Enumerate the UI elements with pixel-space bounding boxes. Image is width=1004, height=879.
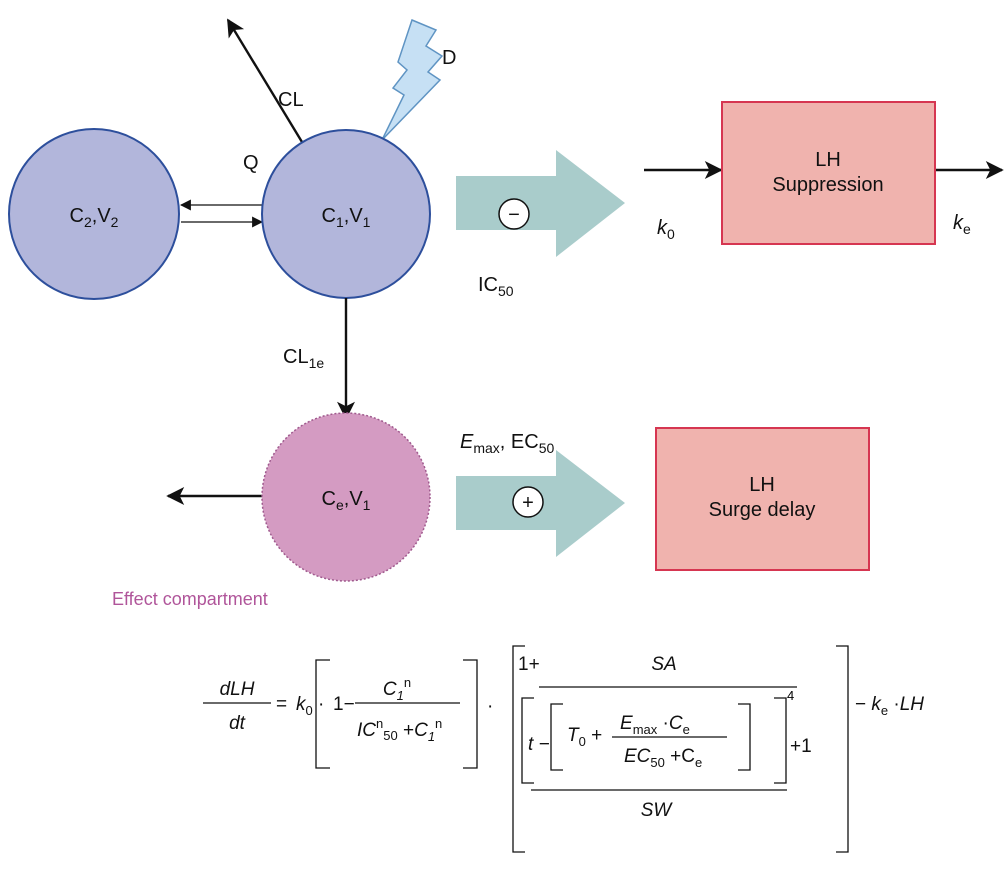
eq-sa: SA [651, 654, 676, 675]
svg-text:C1n: C1n [383, 675, 411, 703]
emax-ec50-label: Emax, EC50 [460, 431, 554, 456]
svg-text:=: = [276, 694, 287, 715]
eq-sw: SW [641, 800, 674, 821]
q-label: Q [243, 152, 259, 174]
ic50-label: IC50 [478, 274, 514, 299]
effect-compartment-caption: Effect compartment [112, 589, 268, 609]
ke-label: ke [953, 212, 971, 237]
effect-compartment [261, 412, 431, 582]
svg-text:t −: t − [528, 734, 550, 755]
svg-text:ICn50 +C1n: ICn50 +C1n [357, 716, 442, 744]
effect-compartment-label: Ce,V1 [322, 488, 371, 513]
svg-text:·: · [487, 696, 493, 717]
central-compartment-label: C1,V1 [322, 205, 371, 230]
svg-text:EC50 +Ce: EC50 +Ce [624, 746, 702, 770]
svg-text:T0 +: T0 + [567, 725, 602, 749]
eq-exponent: 4 [787, 688, 794, 703]
lh-differential-equation: dLH dt = k0 · 1− C1n ICn50 +C1n · 1+ SA … [203, 645, 924, 853]
cl1e-label: CL1e [283, 346, 324, 371]
svg-text:1−: 1− [333, 694, 355, 715]
minus-sign: − [508, 204, 520, 226]
svg-text:Emax ·Ce: Emax ·Ce [620, 713, 690, 737]
lh-suppression-line1: LH [815, 149, 841, 171]
svg-text:k0 ·: k0 · [296, 694, 324, 718]
k0-label: k0 [657, 217, 675, 242]
cl-elimination-arrow [226, 18, 304, 143]
dose-label: D [442, 47, 456, 69]
lh-suppression-box [721, 101, 936, 245]
minus-sign-icon [498, 198, 530, 230]
lh-surge-line2: Surge delay [709, 499, 816, 521]
plus-sign: + [522, 492, 534, 514]
eq-dt: dt [229, 713, 246, 734]
peripheral-compartment [8, 128, 180, 300]
svg-text:1+: 1+ [518, 654, 540, 675]
plus-sign-icon [512, 486, 544, 518]
lh-suppression-line2: Suppression [772, 174, 883, 196]
eq-dlh: dLH [220, 679, 255, 700]
inhibition-block-arrow [456, 150, 625, 257]
peripheral-compartment-label: C2,V2 [70, 205, 119, 230]
lh-surge-delay-box [655, 427, 870, 571]
eq-plus-one: +1 [790, 736, 812, 757]
svg-text:− ke ·LH: − ke ·LH [855, 694, 924, 718]
dose-lightning-icon [381, 18, 444, 141]
lh-surge-line1: LH [749, 474, 775, 496]
cl-label: CL [278, 89, 304, 111]
